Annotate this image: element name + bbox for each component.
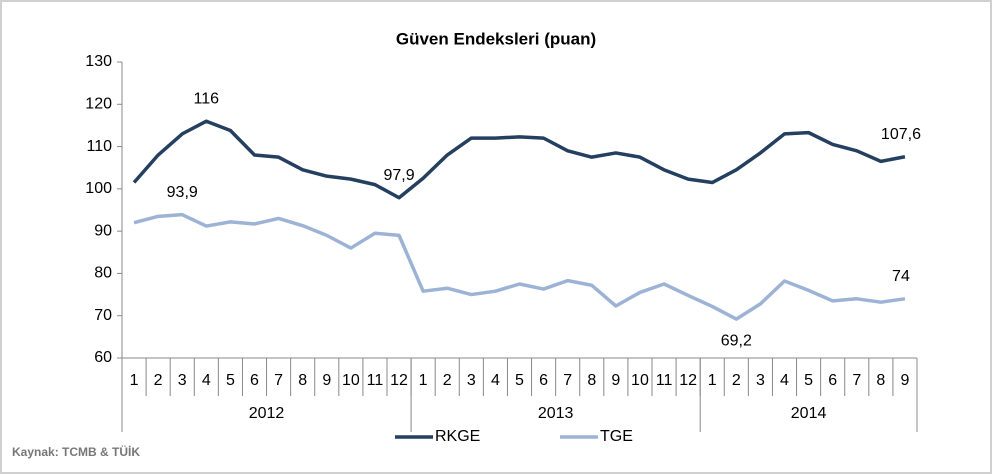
- x-tick-label: 9: [611, 372, 620, 389]
- series-line: [133, 212, 906, 321]
- x-tick-label: 6: [250, 372, 259, 389]
- x-tick-label: 12: [679, 372, 697, 389]
- x-tick-label: 8: [876, 372, 885, 389]
- y-tick-label: 100: [85, 180, 112, 197]
- x-tick-label: 12: [390, 372, 408, 389]
- x-tick-label: 4: [491, 372, 500, 389]
- legend-label: TGE: [600, 428, 633, 445]
- x-tick-label: 6: [828, 372, 837, 389]
- legend-label: RKGE: [435, 428, 480, 445]
- x-tick-label: 3: [756, 372, 765, 389]
- x-tick-label: 7: [852, 372, 861, 389]
- x-tick-label: 9: [901, 372, 910, 389]
- chart-title: Güven Endeksleri (puan): [396, 29, 596, 48]
- x-tick-label: 8: [298, 372, 307, 389]
- data-label: 69,2: [721, 332, 752, 349]
- group-label: 2012: [249, 405, 285, 422]
- x-tick-label: 2: [732, 372, 741, 389]
- x-tick-label: 5: [226, 372, 235, 389]
- source: Kaynak: TCMB & TÜİK: [12, 444, 140, 459]
- y-tick-label: 70: [94, 307, 112, 324]
- x-tick-label: 8: [587, 372, 596, 389]
- x-tick-label: 5: [515, 372, 524, 389]
- y-tick-label: 60: [94, 349, 112, 366]
- x-tick-label: 2: [443, 372, 452, 389]
- x-tick-label: 1: [708, 372, 717, 389]
- x-tick-label: 9: [322, 372, 331, 389]
- data-label: 74: [892, 268, 910, 285]
- x-tick-label: 11: [656, 372, 673, 389]
- y-tick-label: 130: [85, 53, 112, 70]
- x-tick-label: 3: [178, 372, 187, 389]
- x-tick-label: 7: [563, 372, 572, 389]
- x-tick-label: 4: [780, 372, 789, 389]
- y-tick-label: 120: [85, 96, 112, 113]
- x-tick-label: 5: [804, 372, 813, 389]
- group-label: 2013: [538, 405, 574, 422]
- x-tick-label: 10: [631, 372, 649, 389]
- x-tick-label: 7: [274, 372, 283, 389]
- series-line: [132, 119, 906, 200]
- data-label: 107,6: [881, 126, 921, 143]
- y-tick-label: 90: [94, 222, 112, 239]
- data-label: 97,9: [383, 167, 414, 184]
- x-tick-label: 1: [130, 372, 139, 389]
- x-tick-label: 4: [202, 372, 211, 389]
- group-label: 2014: [791, 405, 827, 422]
- x-tick-label: 2: [154, 372, 163, 389]
- x-tick-label: 3: [467, 372, 476, 389]
- y-tick-label: 80: [94, 265, 112, 282]
- y-tick-label: 110: [86, 138, 112, 155]
- x-tick-label: 11: [367, 372, 384, 389]
- x-tick-label: 6: [539, 372, 548, 389]
- x-tick-label: 1: [419, 372, 428, 389]
- data-label: 93,9: [167, 184, 198, 201]
- x-tick-label: 10: [342, 372, 360, 389]
- data-label: 116: [194, 90, 220, 107]
